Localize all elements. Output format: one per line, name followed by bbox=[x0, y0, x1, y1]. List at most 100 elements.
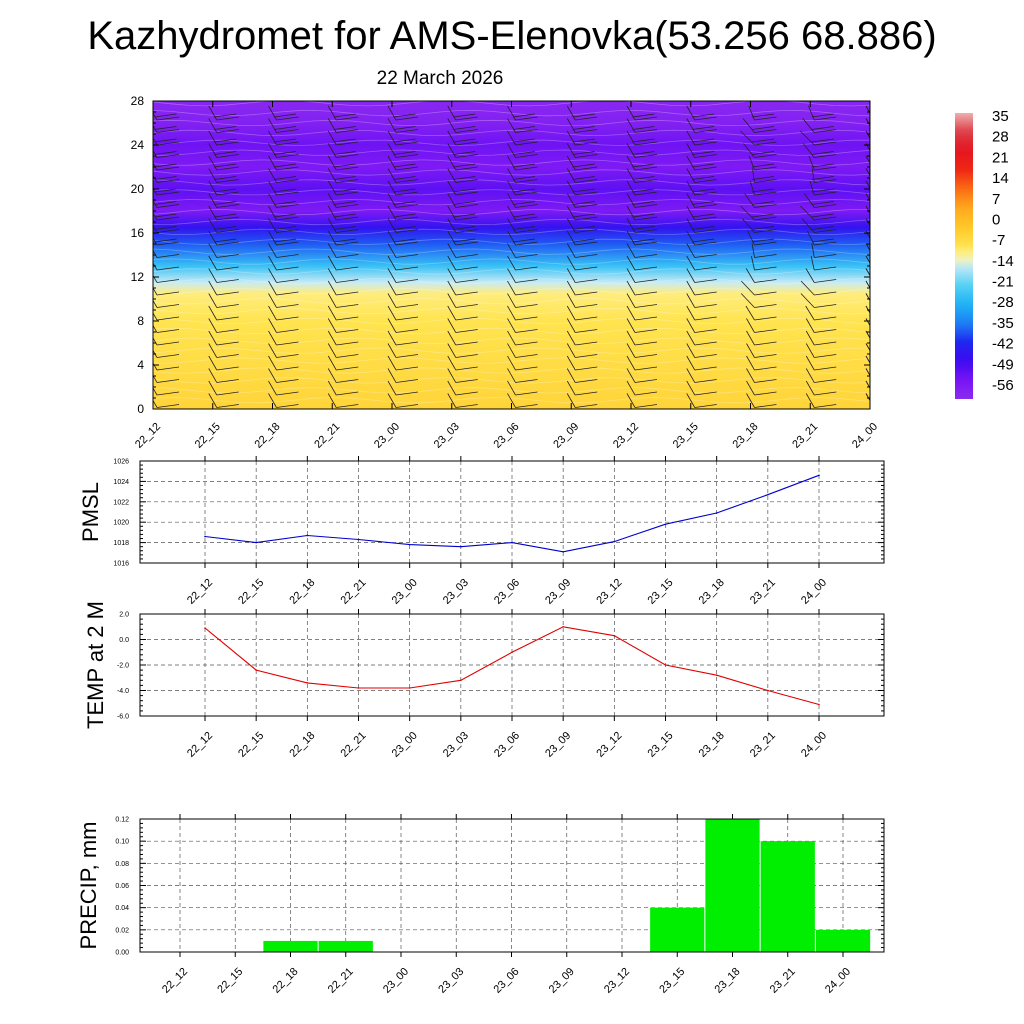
wind-barb-feather bbox=[754, 129, 777, 133]
wind-barb-feather bbox=[455, 116, 478, 121]
wind-barb-feather bbox=[154, 238, 177, 243]
wind-barb-feather bbox=[395, 179, 419, 183]
colorbar-label: 28 bbox=[992, 129, 1009, 146]
wind-barb-feather bbox=[872, 114, 894, 117]
wind-barb-stem bbox=[327, 293, 337, 308]
wind-barb-feather bbox=[156, 291, 180, 296]
wind-barb-feather bbox=[811, 151, 834, 155]
wind-barb-stem bbox=[566, 393, 576, 408]
wind-barb-stem bbox=[865, 180, 870, 189]
wind-barb-stem bbox=[447, 318, 457, 333]
wind-barb-feather bbox=[751, 238, 775, 243]
wind-barb-feather bbox=[515, 316, 538, 321]
wind-barb-feather bbox=[575, 191, 598, 196]
wind-barb-feather bbox=[453, 176, 476, 180]
wind-barb-stem bbox=[327, 280, 337, 296]
wind-barb-feather bbox=[515, 404, 538, 408]
wind-barb-feather bbox=[572, 201, 595, 205]
wind-barb-stem bbox=[626, 155, 636, 171]
wind-barb-stem bbox=[566, 268, 576, 283]
wind-barb-stem bbox=[686, 168, 696, 183]
wind-barb-feather bbox=[572, 163, 595, 168]
contour-line bbox=[153, 387, 870, 394]
wind-barb-feather bbox=[811, 176, 834, 180]
wind-barb-feather bbox=[811, 238, 834, 243]
wind-barb-feather bbox=[874, 142, 896, 145]
wind-barb-feather bbox=[692, 113, 715, 118]
wind-barb-feather bbox=[512, 113, 536, 118]
wind-barb-stem bbox=[566, 155, 576, 171]
temp-panel: -6.0 -4.0 -2.0 0.0 2.0 22_12 22_15 22_18 22_21 23… bbox=[83, 601, 885, 760]
wind-barb-stem bbox=[447, 105, 457, 121]
x-tick-label: 22_12 bbox=[133, 421, 163, 451]
wind-barb-feather bbox=[214, 226, 237, 230]
wind-barb-feather bbox=[694, 254, 717, 258]
wind-barb-feather bbox=[455, 166, 478, 171]
wind-barb-stem bbox=[686, 155, 696, 171]
wind-barb-feather bbox=[872, 114, 894, 117]
wind-barb-stem bbox=[327, 355, 337, 371]
wind-barb-feather bbox=[634, 366, 658, 371]
wind-barb-feather bbox=[872, 177, 894, 180]
wind-barb-feather bbox=[455, 254, 478, 258]
wind-barb-stem bbox=[447, 180, 457, 196]
wind-barb-stem bbox=[268, 330, 277, 346]
wind-barb-feather bbox=[393, 163, 416, 168]
colorbar-label: 21 bbox=[992, 149, 1009, 166]
x-tick-label: 23_15 bbox=[657, 966, 687, 996]
wind-barb-feather bbox=[874, 242, 896, 245]
wind-barb-stem bbox=[746, 318, 755, 333]
x-tick-label: 24_00 bbox=[799, 730, 829, 760]
wind-barb-stem bbox=[153, 299, 158, 308]
x-tick-label: 23_03 bbox=[436, 966, 466, 996]
wind-barb-feather bbox=[694, 229, 717, 233]
wind-barb-feather bbox=[276, 204, 299, 208]
x-tick-label: 23_12 bbox=[594, 577, 624, 607]
wind-barb-feather bbox=[216, 329, 239, 333]
wind-barb-feather bbox=[874, 317, 896, 320]
wind-barb-feather bbox=[751, 188, 775, 193]
wind-barb-feather bbox=[156, 254, 180, 258]
wind-barb-feather bbox=[572, 188, 595, 193]
wind-barb-feather bbox=[393, 201, 416, 205]
wind-barb-feather bbox=[154, 151, 177, 155]
wind-barb-stem bbox=[387, 180, 397, 196]
y-tick-label: 12 bbox=[131, 270, 145, 284]
wind-barb-feather bbox=[874, 280, 896, 283]
precip-bar bbox=[705, 819, 760, 952]
wind-barb-stem bbox=[327, 368, 337, 383]
data-point bbox=[306, 682, 309, 684]
x-tick-label: 23_21 bbox=[748, 577, 778, 607]
x-tick-label: 23_06 bbox=[492, 966, 522, 996]
x-tick-label: 23_18 bbox=[713, 966, 743, 996]
wind-barb-feather bbox=[273, 151, 297, 155]
wind-barb-feather bbox=[154, 138, 177, 143]
wind-barb-feather bbox=[874, 280, 896, 283]
precip-bar bbox=[650, 907, 705, 952]
wind-barb-feather bbox=[455, 191, 478, 196]
wind-barb-feather bbox=[273, 213, 297, 218]
wind-barb-feather bbox=[872, 127, 894, 130]
wind-barb-stem bbox=[746, 330, 755, 346]
wind-barb-feather bbox=[814, 291, 837, 296]
wind-barb-stem bbox=[751, 243, 755, 258]
wind-barb-stem bbox=[208, 243, 218, 258]
x-tick-label: 23_18 bbox=[697, 730, 727, 760]
wind-barb-feather bbox=[216, 266, 239, 271]
wind-barb-stem bbox=[507, 393, 516, 408]
wind-barb-stem bbox=[268, 168, 277, 183]
wind-barb-feather bbox=[874, 392, 896, 395]
wind-barb-stem bbox=[566, 368, 576, 383]
wind-barb-feather bbox=[754, 204, 777, 208]
x-tick-label: 22_18 bbox=[287, 577, 317, 607]
wind-barb-feather bbox=[694, 129, 717, 133]
wind-barb-stem bbox=[153, 324, 158, 333]
wind-barb-stem bbox=[208, 118, 218, 133]
data-point bbox=[460, 545, 462, 548]
wind-barb-feather bbox=[811, 188, 834, 193]
wind-barb-stem bbox=[387, 218, 397, 233]
wind-barb-feather bbox=[453, 213, 476, 218]
wind-barb-stem bbox=[507, 143, 516, 158]
wind-barb-stem bbox=[208, 255, 218, 271]
wind-barb-feather bbox=[156, 354, 180, 358]
